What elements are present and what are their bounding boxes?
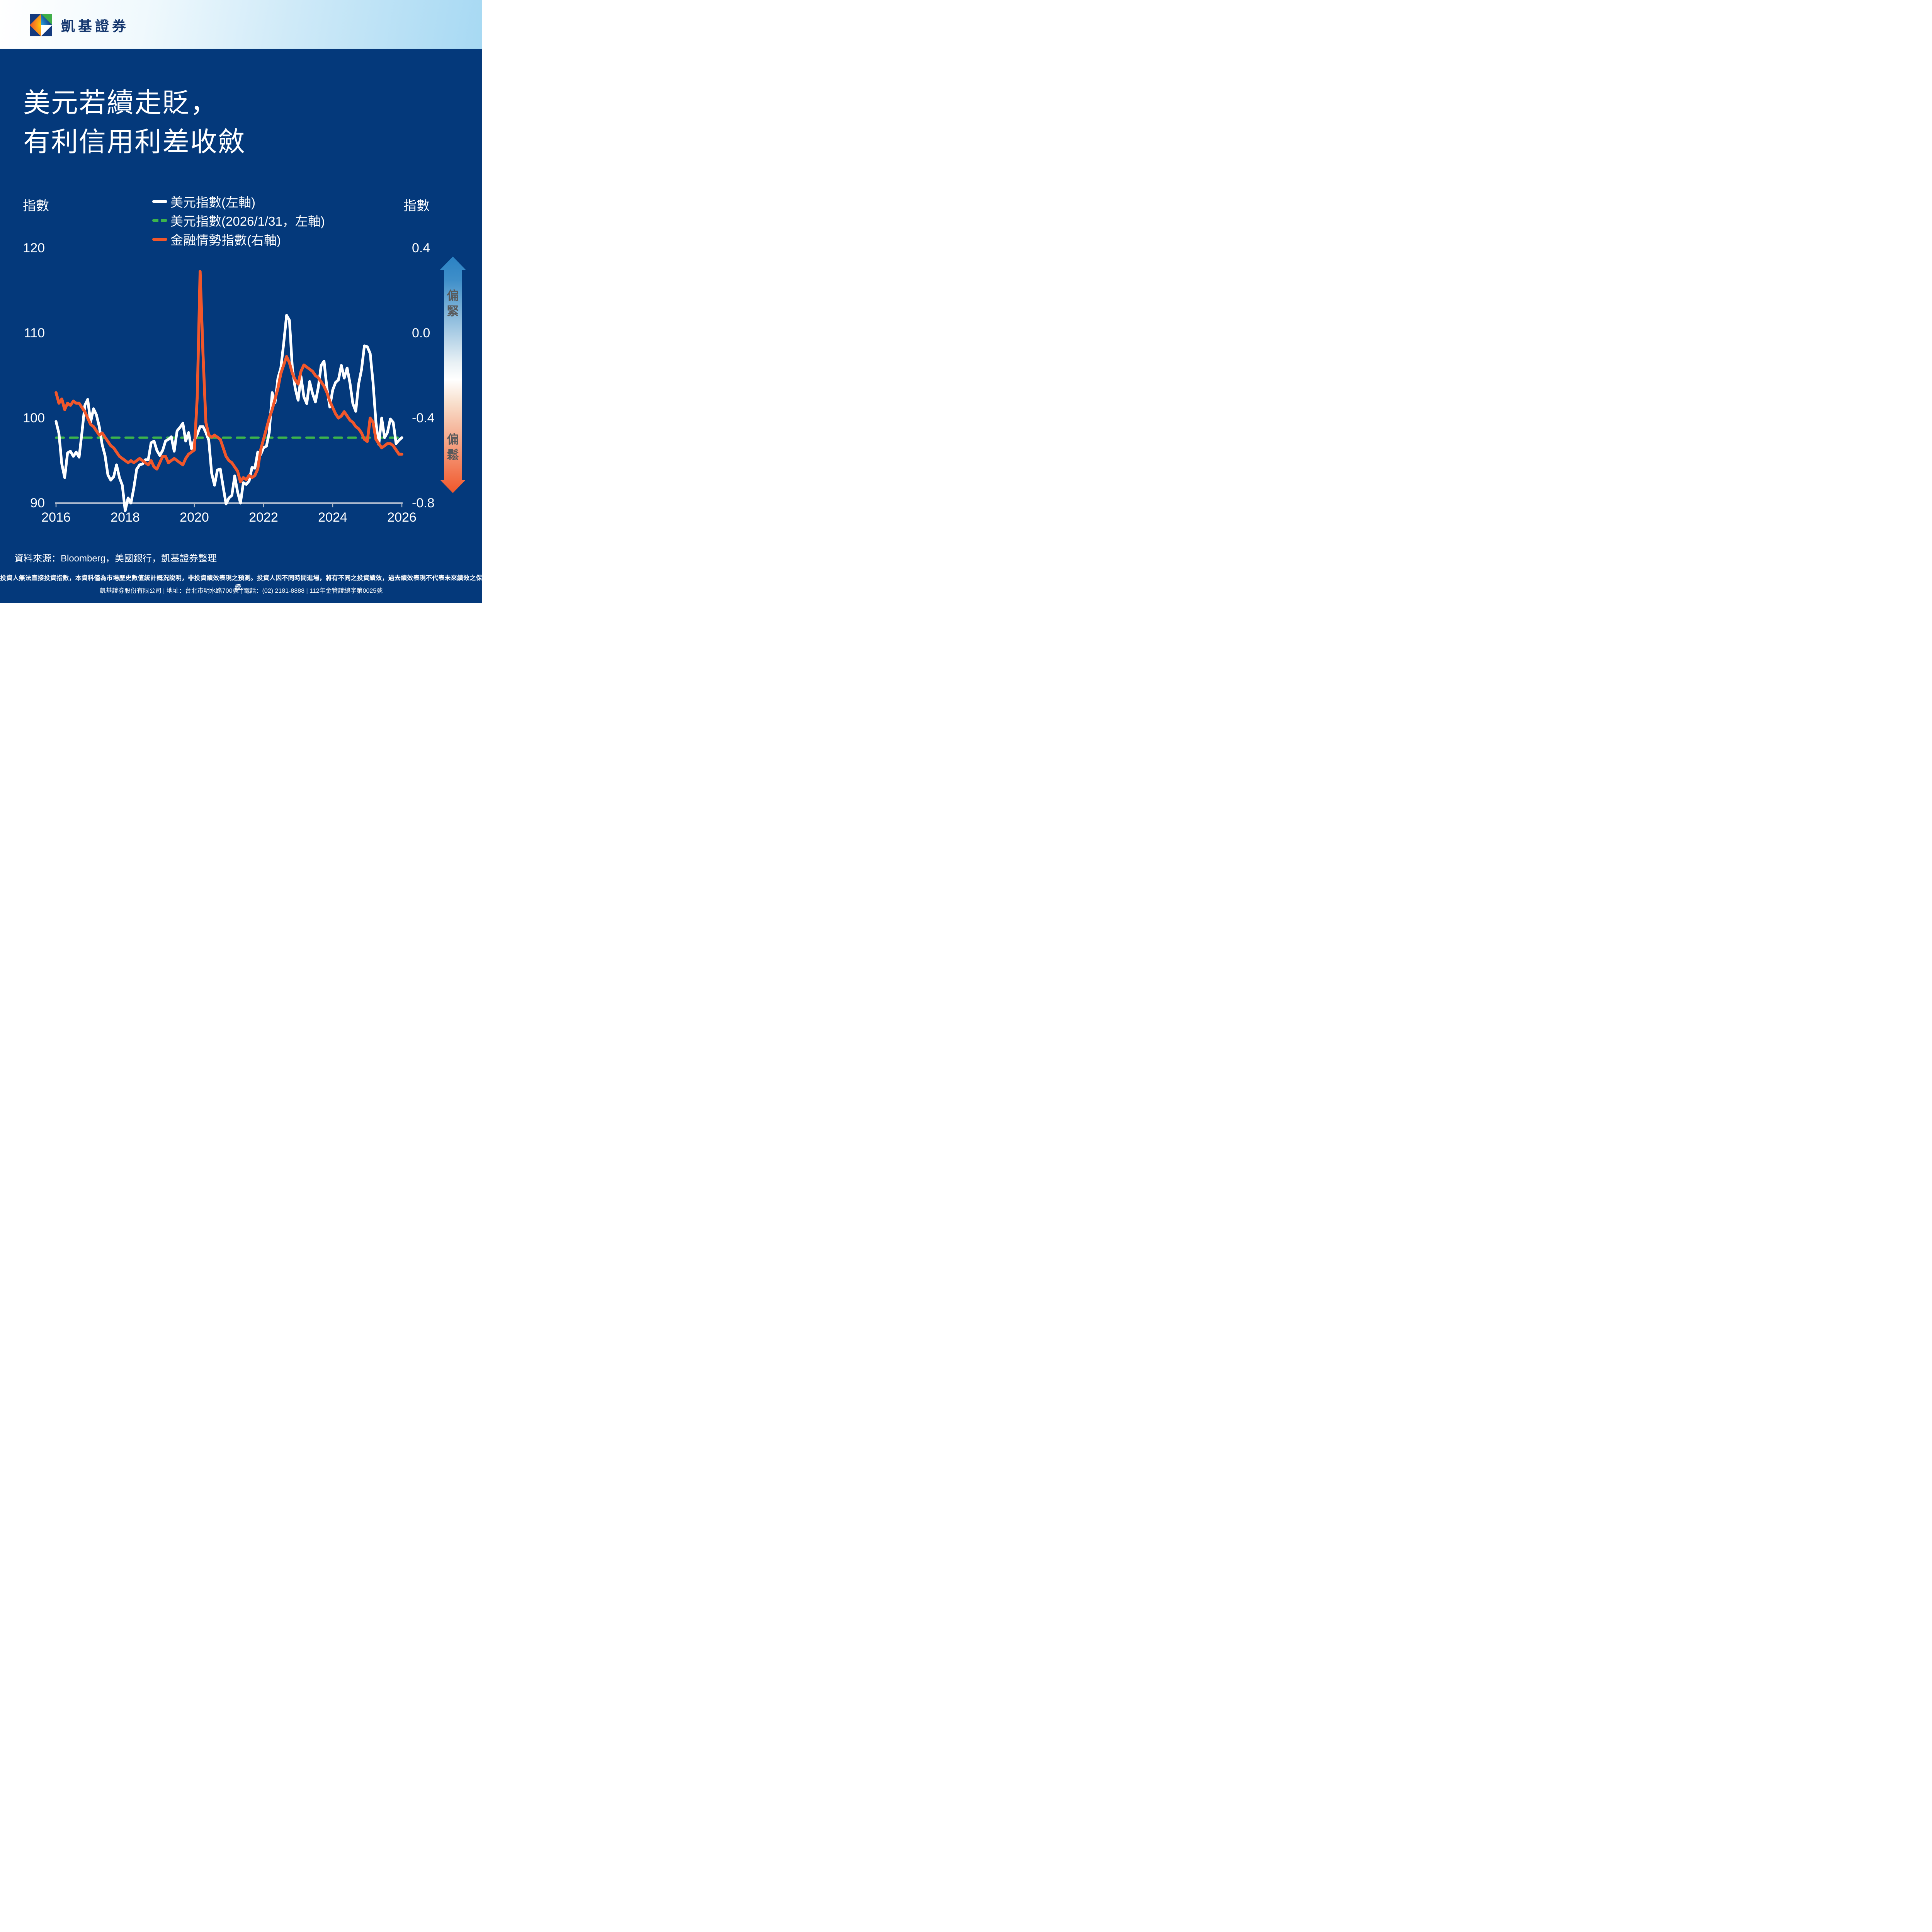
right-tick-0.4: 0.4 xyxy=(412,241,430,255)
right-tick-0.0: 0.0 xyxy=(412,326,430,340)
x-tick-2020: 2020 xyxy=(180,510,209,525)
kgi-logo-mark-icon xyxy=(30,14,52,36)
x-tick-2018: 2018 xyxy=(111,510,140,525)
left-tick-100: 100 xyxy=(23,411,45,425)
x-tick-2024: 2024 xyxy=(318,510,347,525)
tightness-arrow-icon xyxy=(440,257,466,493)
legend-label-fci: 金融情勢指數(右軸) xyxy=(170,233,281,247)
title-line-2: 有利信用利差收斂 xyxy=(23,127,246,157)
double-arrow-shape xyxy=(440,257,466,493)
usd-forecast-dash-swatch-icon xyxy=(152,219,167,222)
usd-line-swatch-icon xyxy=(152,200,167,203)
arrow-label-tight: 偏緊 xyxy=(447,289,459,318)
legend-item-fci: 金融情勢指數(右軸) xyxy=(152,233,325,247)
right-axis-unit: 指數 xyxy=(403,199,430,213)
right-tick--0.8: -0.8 xyxy=(412,496,435,510)
legend-item-usd-forecast: 美元指數(2026/1/31，左軸) xyxy=(152,214,325,228)
left-tick-90: 90 xyxy=(30,496,45,510)
fci-line-swatch-icon xyxy=(152,238,167,241)
data-source-note: 資料來源：Bloomberg，美國銀行，凱基證券整理 xyxy=(14,553,217,564)
arrow-label-loose: 偏鬆 xyxy=(447,433,459,462)
left-axis-unit: 指數 xyxy=(23,199,49,213)
chart-legend: 美元指數(左軸) 美元指數(2026/1/31，左軸) 金融情勢指數(右軸) xyxy=(152,195,325,247)
disclaimer-line-2: 凱基證券股份有限公司 | 地址：台北市明水路700號 | 電話：(02) 218… xyxy=(99,588,383,594)
usd-index-line xyxy=(54,314,403,512)
legend-label-usd: 美元指數(左軸) xyxy=(170,195,255,209)
brand-name: 凱基證券 xyxy=(61,18,129,34)
right-tick--0.4: -0.4 xyxy=(412,411,435,425)
header-band: 凱基證券 xyxy=(0,0,482,49)
disclaimer-line-1: 投資人無法直接投資指數，本資料僅為市場歷史數值統計概況說明，非投資績效表現之預測… xyxy=(0,575,482,591)
x-tick-2016: 2016 xyxy=(41,510,71,525)
legend-label-usd-forecast: 美元指數(2026/1/31，左軸) xyxy=(170,214,325,228)
kgi-logo: 凱基證券 xyxy=(30,14,129,36)
left-tick-120: 120 xyxy=(23,241,45,255)
fci-line xyxy=(54,270,403,483)
x-tick-2026: 2026 xyxy=(387,510,417,525)
x-tick-2022: 2022 xyxy=(249,510,278,525)
page-title: 美元若續走貶， 有利信用利差收斂 xyxy=(23,83,246,162)
infographic-page: 凱基證券 美元若續走貶， 有利信用利差收斂 指數 指數 美元指數(左軸) 美元指… xyxy=(0,0,482,603)
title-line-1: 美元若續走貶， xyxy=(23,88,218,118)
legend-item-usd: 美元指數(左軸) xyxy=(152,195,325,209)
left-tick-110: 110 xyxy=(24,326,45,340)
